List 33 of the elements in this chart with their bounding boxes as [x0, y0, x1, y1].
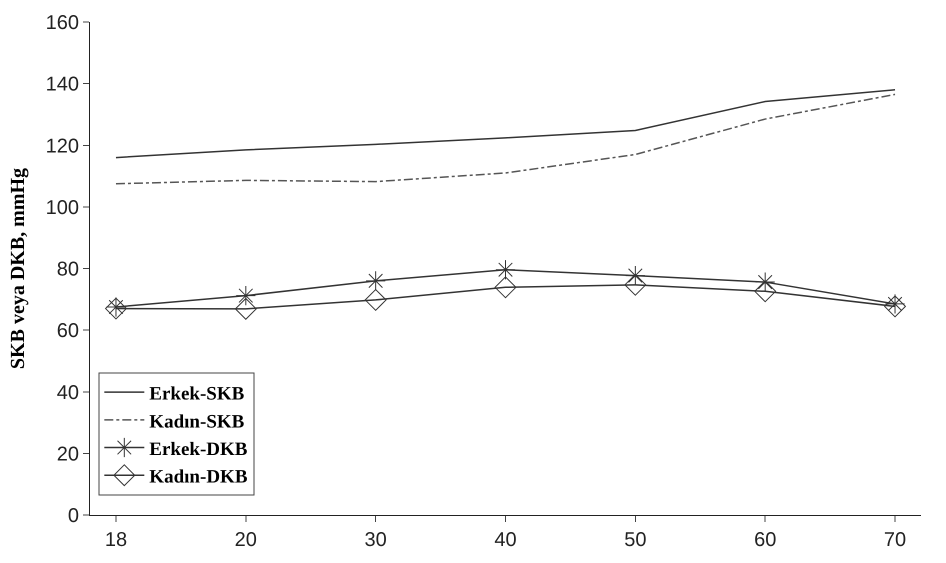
y-tick-label: 120	[46, 135, 79, 158]
legend-label: Erkek-SKB	[149, 384, 245, 405]
legend-label: Kadın-SKB	[149, 411, 245, 432]
point	[755, 272, 776, 292]
x-tick-label: 70	[884, 529, 906, 551]
y-tick-label: 160	[46, 12, 79, 34]
y-tick-label: 80	[56, 258, 79, 280]
y-tick-label: 140	[46, 74, 79, 96]
point	[366, 270, 386, 291]
point	[754, 280, 776, 302]
y-tick-label: 100	[46, 196, 79, 219]
line-series	[115, 94, 896, 185]
legend-label: Erkek-DKB	[149, 438, 248, 460]
x-tick-label: 60	[754, 529, 776, 551]
y-tick-label: 60	[56, 320, 79, 342]
x-tick-label: 18	[104, 529, 128, 551]
point	[364, 289, 387, 311]
y-axis-title: SKB veya DKB, mmHg	[7, 168, 30, 370]
x-tick-label: 40	[494, 529, 517, 551]
x-tick-label: 30	[364, 529, 387, 551]
x-tick-label: 20	[234, 529, 257, 551]
point	[625, 265, 646, 286]
y-tick-label: 40	[56, 382, 79, 404]
line-series	[115, 89, 896, 158]
x-tick-label: 50	[624, 529, 646, 551]
legend-label: Kadın-DKB	[149, 466, 248, 488]
point	[494, 276, 516, 298]
point	[495, 260, 516, 280]
point	[624, 274, 646, 296]
point	[234, 298, 257, 320]
y-tick-label: 0	[68, 505, 79, 527]
y-tick-label: 20	[56, 443, 79, 466]
point	[236, 286, 256, 306]
